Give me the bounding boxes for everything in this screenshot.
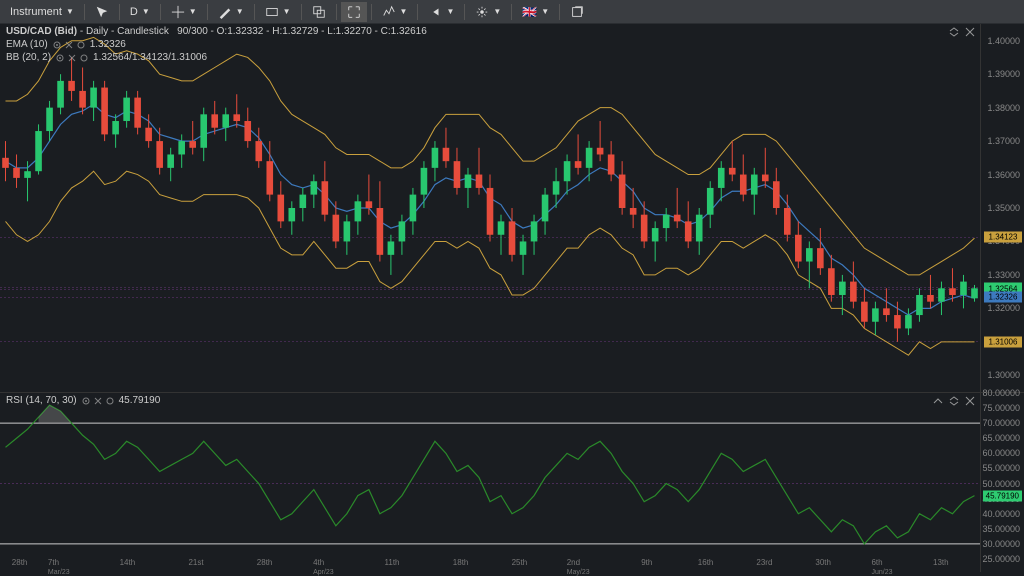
chevron-down-icon: ▼ bbox=[66, 7, 74, 16]
ema-value: 1.32326 bbox=[90, 39, 126, 50]
close-icon[interactable] bbox=[93, 396, 103, 406]
close-icon[interactable] bbox=[64, 40, 74, 50]
eye-icon[interactable] bbox=[55, 53, 65, 63]
indicators-tool[interactable]: ▼ bbox=[376, 2, 414, 22]
rsi-header: RSI (14, 70, 30) 45.79190 bbox=[6, 395, 160, 406]
fullscreen-tool[interactable] bbox=[341, 2, 367, 22]
lang-button[interactable]: 🇬🇧▼ bbox=[516, 2, 555, 22]
share-tool[interactable]: ▼ bbox=[422, 2, 460, 22]
instrument-dropdown[interactable]: Instrument▼ bbox=[4, 3, 80, 21]
settings-tool[interactable]: ▼ bbox=[469, 2, 507, 22]
rsi-value: 45.79190 bbox=[119, 395, 161, 406]
gear-icon[interactable] bbox=[79, 53, 89, 63]
pointer-tool[interactable] bbox=[89, 2, 115, 22]
up-icon[interactable] bbox=[932, 395, 944, 407]
gear-icon[interactable] bbox=[105, 396, 115, 406]
eye-icon[interactable] bbox=[81, 396, 91, 406]
chart-header: USD/CAD (Bid) - Daily - Candlestick 90/3… bbox=[6, 26, 427, 63]
gear-icon[interactable] bbox=[76, 40, 86, 50]
bb-indicator: BB (20, 2) 1.32564/1.34123/1.31006 bbox=[6, 52, 427, 63]
draw-tool[interactable]: ▼ bbox=[212, 2, 250, 22]
bb-value: 1.32564/1.34123/1.31006 bbox=[93, 52, 207, 63]
crosshair-tool[interactable]: ▼ bbox=[165, 2, 203, 22]
expand-icon[interactable] bbox=[948, 26, 960, 38]
close-icon[interactable] bbox=[964, 26, 976, 38]
close-icon[interactable] bbox=[964, 395, 976, 407]
ema-indicator: EMA (10) 1.32326 bbox=[6, 39, 427, 50]
time-axis: 28th7thMar/2314th21st28th4thApr/2311th18… bbox=[0, 558, 980, 572]
expand-icon[interactable] bbox=[948, 395, 960, 407]
rsi-axis: 25.0000030.0000035.0000040.0000045.00000… bbox=[980, 393, 1024, 572]
close-icon[interactable] bbox=[67, 53, 77, 63]
shape-tool[interactable]: ▼ bbox=[259, 2, 297, 22]
toolbar: Instrument▼ D▼ ▼ ▼ ▼ ▼ ▼ ▼ 🇬🇧▼ bbox=[0, 0, 1024, 24]
rsi-chart[interactable]: RSI (14, 70, 30) 45.79190 28th7thMar/231… bbox=[0, 392, 1024, 572]
price-axis: 1.300001.310001.320001.330001.340001.350… bbox=[980, 24, 1024, 392]
layers-tool[interactable] bbox=[306, 2, 332, 22]
timeframe-dropdown[interactable]: D▼ bbox=[124, 3, 156, 21]
eye-icon[interactable] bbox=[52, 40, 62, 50]
main-chart[interactable]: USD/CAD (Bid) - Daily - Candlestick 90/3… bbox=[0, 24, 1024, 392]
popout-tool[interactable] bbox=[564, 2, 590, 22]
chart-title: USD/CAD (Bid) - Daily - Candlestick 90/3… bbox=[6, 26, 427, 37]
